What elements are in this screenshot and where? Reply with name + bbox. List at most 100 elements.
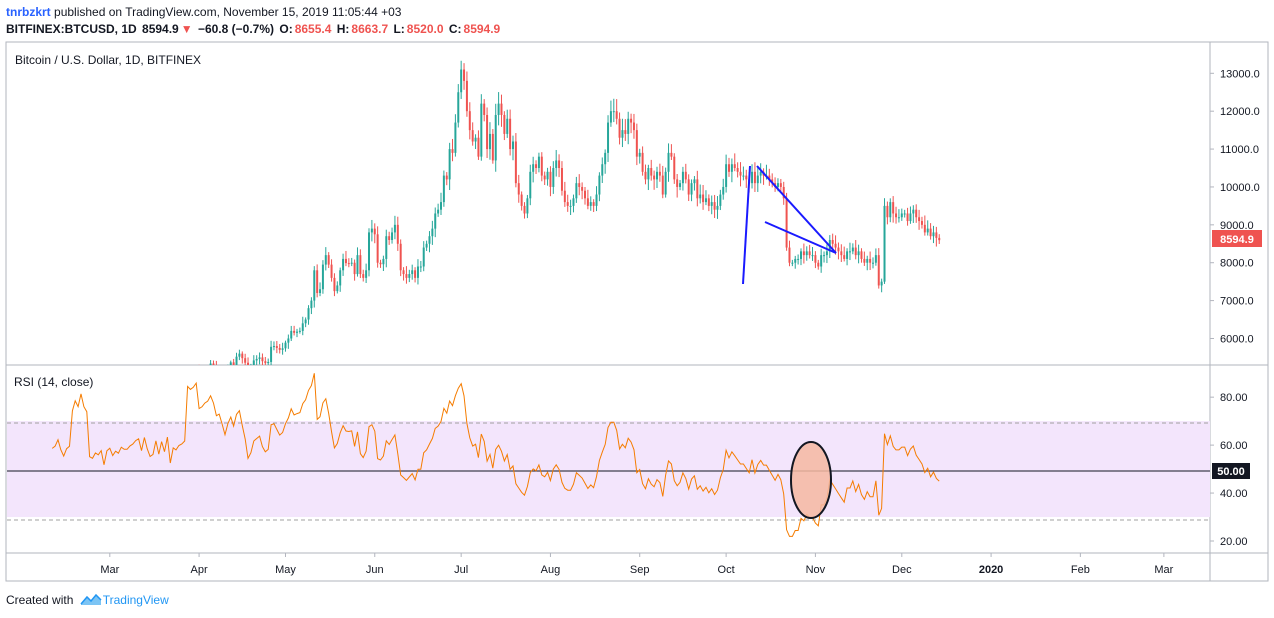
- candle-body: [889, 202, 892, 218]
- candle-body: [419, 266, 422, 268]
- candle-body: [333, 277, 336, 292]
- last-price-badge: [1212, 230, 1262, 247]
- candle-body: [555, 160, 558, 169]
- candle-body: [598, 175, 601, 195]
- candle-body: [612, 111, 615, 113]
- candles: [198, 60, 941, 365]
- candle-body: [491, 133, 494, 161]
- candle-body: [425, 243, 428, 248]
- candle-body: [465, 80, 468, 112]
- candle-body: [388, 236, 391, 240]
- time-tick-label: Nov: [806, 564, 826, 576]
- candle-body: [500, 103, 503, 115]
- ohlc-line: BITFINEX:BTCUSD, 1D 8594.9 ▼ −60.8 (−0.7%…: [6, 22, 502, 36]
- candle-body: [512, 141, 514, 150]
- candle-body: [327, 255, 330, 265]
- price-chart[interactable]: 13000.0 12000.0 11000.0 10000.0 9000.0 8000.0…: [0, 0, 1274, 590]
- candle-body: [497, 103, 500, 115]
- candle-body: [535, 164, 538, 169]
- candle-body: [558, 160, 561, 169]
- candle-body: [416, 266, 419, 278]
- candle-body: [402, 270, 405, 275]
- candle-body: [566, 202, 569, 206]
- time-tick-label: Jul: [454, 564, 468, 576]
- candle-body: [632, 122, 635, 131]
- candle-body: [713, 202, 716, 210]
- candle-body: [373, 228, 376, 235]
- candle-body: [537, 156, 540, 169]
- candle-body: [592, 202, 595, 206]
- price-tick-label: 8000.0: [1220, 258, 1254, 270]
- candle-body: [687, 179, 690, 195]
- candle-body: [391, 232, 394, 240]
- candle-body: [820, 255, 823, 267]
- created-with-text: Created with: [6, 593, 74, 607]
- candle-body: [575, 183, 578, 199]
- candle-body: [428, 236, 431, 244]
- candle-body: [872, 262, 874, 264]
- open-label: O:: [279, 22, 293, 36]
- candle-body: [702, 194, 705, 203]
- candle-body: [840, 251, 843, 256]
- candle-body: [808, 251, 811, 256]
- candle-body: [589, 202, 592, 206]
- candle-body: [264, 361, 267, 364]
- high-value: 8663.7: [351, 22, 389, 36]
- candle-body: [877, 255, 880, 286]
- tradingview-brand-link[interactable]: TradingView: [102, 593, 169, 607]
- candle-body: [869, 258, 872, 263]
- author-link[interactable]: tnrbzkrt: [6, 5, 51, 19]
- candle-body: [630, 118, 633, 123]
- candle-body: [693, 179, 696, 184]
- rsi-mid-badge-text: 50.00: [1217, 466, 1245, 478]
- candle-body: [350, 262, 353, 264]
- candle-body: [854, 247, 857, 256]
- candle-body: [442, 175, 445, 203]
- candle-body: [532, 164, 535, 172]
- rsi-mid-badge: [1212, 463, 1250, 479]
- candle-body: [252, 360, 255, 365]
- candle-body: [843, 255, 846, 259]
- candle-body: [886, 205, 889, 218]
- candle-body: [874, 255, 877, 263]
- time-axis: Mar Apr May Jun Jul Aug Sep Oct Nov Dec 2020 Feb Mar: [100, 553, 1174, 576]
- candle-body: [846, 251, 849, 259]
- candle-body: [488, 133, 491, 150]
- candle-body: [935, 232, 938, 238]
- candle-body: [471, 130, 474, 142]
- candle-body: [284, 342, 287, 349]
- candle-body: [926, 228, 929, 233]
- candle-body: [440, 202, 442, 210]
- symbol-label: BITFINEX:BTCUSD, 1D: [6, 22, 137, 36]
- candle-body: [892, 202, 895, 214]
- time-tick-label: 2020: [979, 564, 1003, 576]
- candle-body: [604, 152, 607, 165]
- candle-body: [454, 122, 457, 153]
- rsi-tick-label: 20.00: [1220, 536, 1248, 548]
- candle-body: [725, 164, 728, 187]
- candle-body: [393, 224, 396, 233]
- candle-body: [503, 114, 506, 134]
- candle-body: [906, 213, 909, 222]
- candle-body: [255, 358, 258, 361]
- candle-body: [751, 171, 754, 184]
- candle-body: [653, 175, 656, 180]
- footer: Created with TradingView: [6, 593, 169, 607]
- candle-body: [290, 330, 293, 339]
- price-tick-label: 7000.0: [1220, 296, 1254, 308]
- time-tick-label: Dec: [892, 564, 912, 576]
- last-price-badge-text: 8594.9: [1220, 234, 1254, 246]
- candle-body: [745, 175, 748, 180]
- candle-body: [526, 198, 529, 214]
- candle-body: [851, 247, 854, 252]
- price-axis: 13000.0 12000.0 11000.0 10000.0 9000.0 8000.0…: [1210, 68, 1260, 345]
- candle-body: [483, 103, 486, 115]
- candle-body: [261, 357, 264, 362]
- candle-body: [209, 363, 212, 365]
- publish-info: tnrbzkrt published on TradingView.com, N…: [6, 5, 401, 19]
- candle-body: [523, 205, 526, 214]
- candle-body: [529, 171, 532, 199]
- candle-body: [382, 258, 385, 265]
- candle-body: [883, 205, 886, 282]
- candle-body: [857, 251, 860, 256]
